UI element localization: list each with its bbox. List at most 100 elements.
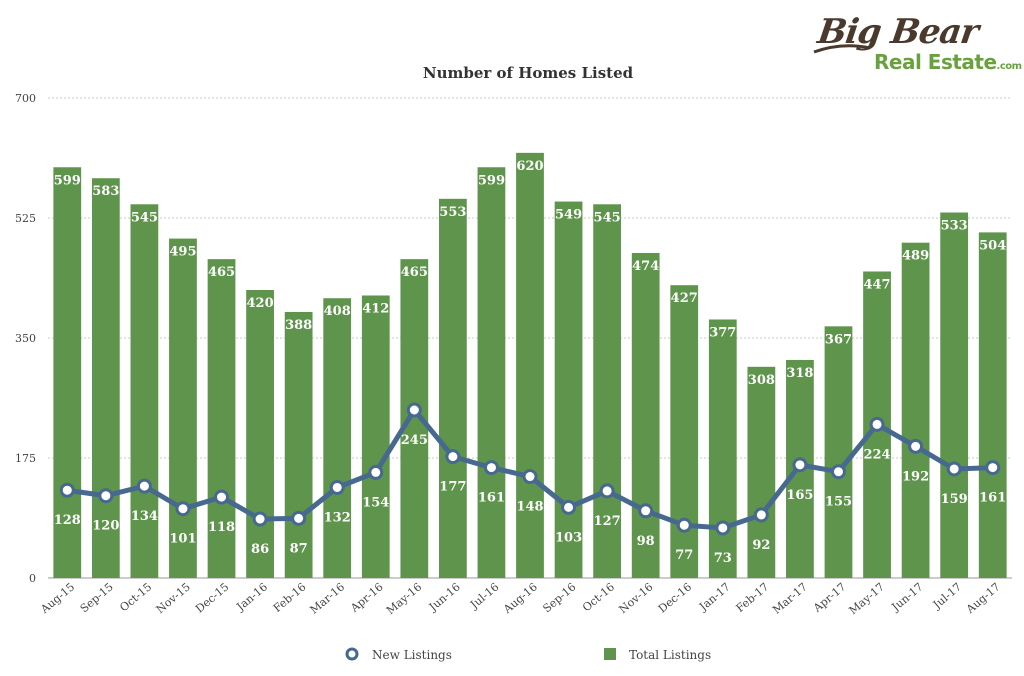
bar-total-listings (554, 201, 583, 579)
bar-total-listings (91, 178, 120, 578)
x-tick-label: Oct-16 (580, 580, 617, 614)
y-tick-label: 175 (15, 452, 36, 465)
y-tick-label: 350 (15, 332, 36, 345)
bar-value-label: 412 (362, 301, 389, 316)
y-tick-label: 0 (29, 572, 36, 585)
bar-labels: 599 583 545 495 465 420 388 408 412 465 553 599 620 5… (54, 159, 1007, 388)
bar-value-label: 465 (401, 265, 428, 280)
bar-total-listings (207, 259, 236, 578)
line-point (753, 507, 769, 523)
line-point (214, 489, 230, 505)
line-points (59, 402, 1001, 536)
line-value-label: 73 (714, 551, 732, 566)
y-tick-label: 700 (15, 92, 36, 105)
bar-total-listings (361, 295, 390, 578)
y-tick-label: 525 (15, 212, 36, 225)
legend-total-listings-label: Total Listings (629, 648, 711, 662)
line-point (830, 464, 846, 480)
line-point (329, 479, 345, 495)
logo-swoosh-icon (813, 44, 871, 54)
bar-value-label: 599 (478, 173, 505, 188)
line-point (368, 464, 384, 480)
x-tick-label: Nov-16 (616, 580, 655, 616)
x-tick-label: Feb-17 (734, 580, 772, 615)
line-value-label: 161 (979, 491, 1006, 506)
line-value-label: 87 (290, 541, 308, 556)
x-tick-label: Apr-16 (347, 580, 385, 615)
line-point (59, 482, 75, 498)
bar-total-listings (747, 366, 776, 578)
bar-value-label: 495 (169, 245, 196, 260)
bar-value-label: 620 (516, 159, 543, 174)
x-tick-label: Sep-15 (78, 580, 116, 615)
x-tick-label: Feb-16 (271, 580, 309, 615)
bar-value-label: 549 (555, 208, 582, 223)
line-point (98, 488, 114, 504)
line-point (985, 460, 1001, 476)
line-value-label: 148 (516, 500, 543, 515)
bar-total-listings (284, 311, 313, 578)
line-point (561, 499, 577, 515)
bar-total-listings (708, 319, 737, 578)
line-value-label: 161 (478, 491, 505, 506)
bar-total-listings (940, 212, 969, 578)
bar-total-listings (824, 326, 853, 578)
line-labels: 128 120 134 101 118 86 87 132 154 245 177 161 148 103… (54, 433, 1007, 566)
x-tick-label: Mar-17 (770, 580, 810, 616)
line-point (136, 478, 152, 494)
x-tick-label: Jun-16 (426, 580, 463, 614)
bar-total-listings (593, 204, 622, 579)
bar-total-listings (130, 204, 159, 579)
bar-value-label: 553 (439, 205, 466, 220)
bar-value-label: 474 (632, 259, 659, 274)
line-point (792, 457, 808, 473)
legend: New Listings Total Listings (345, 647, 711, 662)
bar-total-listings (438, 198, 467, 579)
line-value-label: 127 (594, 514, 621, 529)
line-point (175, 501, 191, 517)
x-tick-label: Aug-15 (38, 580, 78, 616)
line-value-label: 132 (324, 510, 351, 525)
x-tick-label: Dec-16 (656, 580, 694, 615)
logo-line2: Real Estate.com (874, 50, 1022, 74)
x-tick-label: Dec-15 (193, 580, 231, 615)
line-value-label: 154 (362, 495, 389, 510)
bar-value-label: 447 (863, 277, 890, 292)
line-point (715, 520, 731, 536)
line-value-label: 98 (637, 534, 655, 549)
bar-value-label: 545 (131, 210, 158, 225)
x-tick-label: May-16 (384, 580, 424, 617)
x-tick-label: Jan-16 (233, 580, 270, 614)
bar-value-label: 583 (92, 184, 119, 199)
line-point (599, 483, 615, 499)
legend-new-listings-icon (345, 647, 359, 661)
line-value-label: 86 (251, 542, 269, 557)
bar-value-label: 367 (825, 332, 852, 347)
x-axis-ticks: Aug-15 Sep-15 Oct-15 Nov-15 Dec-15 Jan-16 Feb-… (38, 580, 1003, 617)
line-value-label: 159 (941, 492, 968, 507)
bar-value-label: 465 (208, 265, 235, 280)
line-point (252, 511, 268, 527)
bar-total-listings (516, 152, 544, 578)
line-point (483, 460, 499, 476)
bar-value-label: 408 (324, 304, 351, 319)
bar-total-listings (978, 232, 1007, 578)
bar-total-listings (246, 290, 274, 578)
x-tick-label: Mar-16 (308, 580, 348, 616)
bar-total-listings (901, 242, 930, 578)
x-tick-label: Sep-16 (540, 580, 578, 615)
bar-value-label: 388 (285, 318, 312, 333)
line-value-label: 120 (92, 519, 119, 534)
x-tick-label: Jun-17 (889, 580, 926, 614)
line-value-label: 155 (825, 495, 852, 510)
bar-value-label: 545 (594, 210, 621, 225)
x-tick-label: Nov-15 (154, 580, 193, 616)
line-point (869, 416, 885, 432)
line-point (946, 461, 962, 477)
x-tick-label: Jul-16 (467, 580, 501, 612)
line-value-label: 118 (208, 520, 235, 535)
line-point (522, 469, 538, 485)
chart-title: Number of Homes Listed (423, 64, 634, 82)
x-tick-label: Jul-17 (930, 580, 964, 612)
